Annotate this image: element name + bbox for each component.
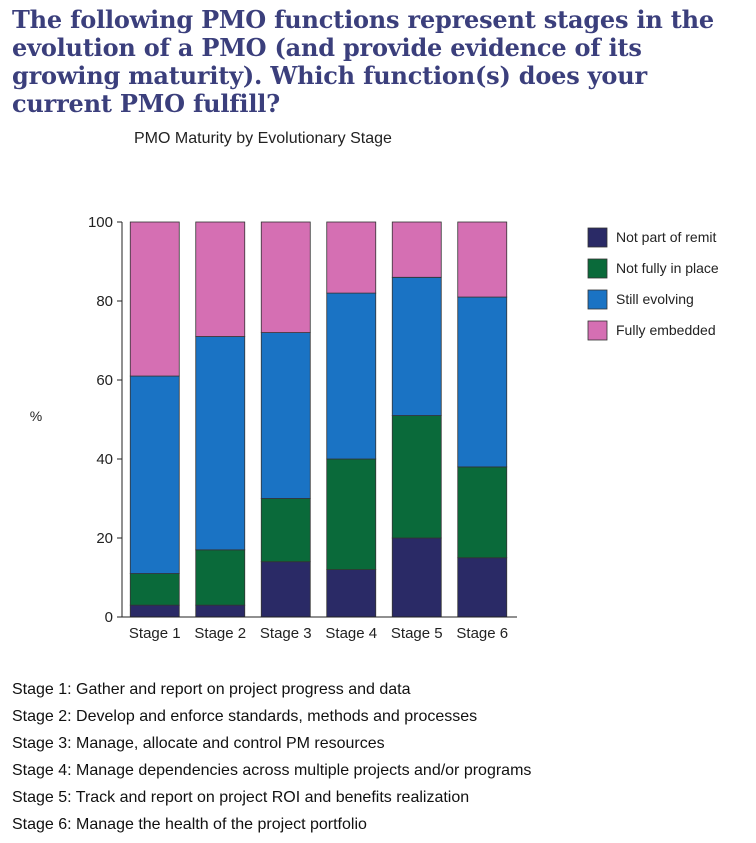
bar-segment <box>195 336 246 551</box>
bar-segment <box>326 221 377 294</box>
bar-segment <box>326 458 377 570</box>
legend-swatch <box>587 258 608 279</box>
bar-segment <box>391 415 442 539</box>
bar-segment <box>326 292 377 460</box>
legend-label: Still evolving <box>616 291 694 307</box>
x-category-label: Stage 2 <box>194 625 246 642</box>
bar-segment <box>457 466 508 559</box>
bar-segment <box>391 537 442 618</box>
stage-notes: Stage 1: Gather and report on project pr… <box>12 676 531 838</box>
legend-swatch <box>587 289 608 310</box>
legend-label: Fully embedded <box>616 322 716 338</box>
x-category-label: Stage 3 <box>260 625 312 642</box>
bar-segment <box>326 569 377 618</box>
y-axis-label: % <box>30 408 42 424</box>
bar-segment <box>457 296 508 468</box>
y-tick-label: 0 <box>105 609 113 626</box>
bar-segment <box>195 221 246 337</box>
bar-segment <box>457 221 508 298</box>
bar-segment <box>129 375 180 574</box>
bar-segment <box>260 498 311 563</box>
bar-segment <box>129 604 180 618</box>
stage-note-3: Stage 3: Manage, allocate and control PM… <box>12 735 385 752</box>
bar-segment <box>195 604 246 618</box>
x-category-label: Stage 4 <box>325 625 377 642</box>
bar-segment <box>457 557 508 618</box>
x-category-label: Stage 6 <box>456 625 508 642</box>
legend-swatch <box>587 320 608 341</box>
bar-segment <box>260 221 311 333</box>
page-heading: The following PMO functions represent st… <box>12 5 714 118</box>
legend-swatch <box>587 227 608 248</box>
stage-note-5: Stage 5: Track and report on project ROI… <box>12 789 470 806</box>
x-category-label: Stage 1 <box>129 625 181 642</box>
y-tick-label: 80 <box>96 293 113 310</box>
x-category-label: Stage 5 <box>391 625 443 642</box>
stage-note-4: Stage 4: Manage dependencies across mult… <box>12 762 532 779</box>
bar-segment <box>391 276 442 416</box>
bar-segment <box>129 573 180 606</box>
bar-segment <box>260 332 311 499</box>
bar-segment <box>260 561 311 618</box>
legend-label: Not part of remit <box>616 229 716 245</box>
legend-label: Not fully in place <box>616 260 719 276</box>
stage-note-2: Stage 2: Develop and enforce standards, … <box>12 708 478 725</box>
y-tick-label: 100 <box>88 214 113 231</box>
y-tick-label: 20 <box>96 530 113 547</box>
y-tick-label: 60 <box>96 372 113 389</box>
stage-note-6: Stage 6: Manage the health of the projec… <box>12 816 367 833</box>
bar-segment <box>391 221 442 278</box>
y-tick-label: 40 <box>96 451 113 468</box>
stacked-bar-chart: 0 20 40 60 80 100% Stage 1 Stage 2 Stage 3 Stage … <box>30 214 719 642</box>
stage-note-1: Stage 1: Gather and report on project pr… <box>12 681 411 698</box>
chart-title: PMO Maturity by Evolutionary Stage <box>134 130 392 147</box>
bar-segment <box>195 549 246 606</box>
bar-segment <box>129 221 180 377</box>
